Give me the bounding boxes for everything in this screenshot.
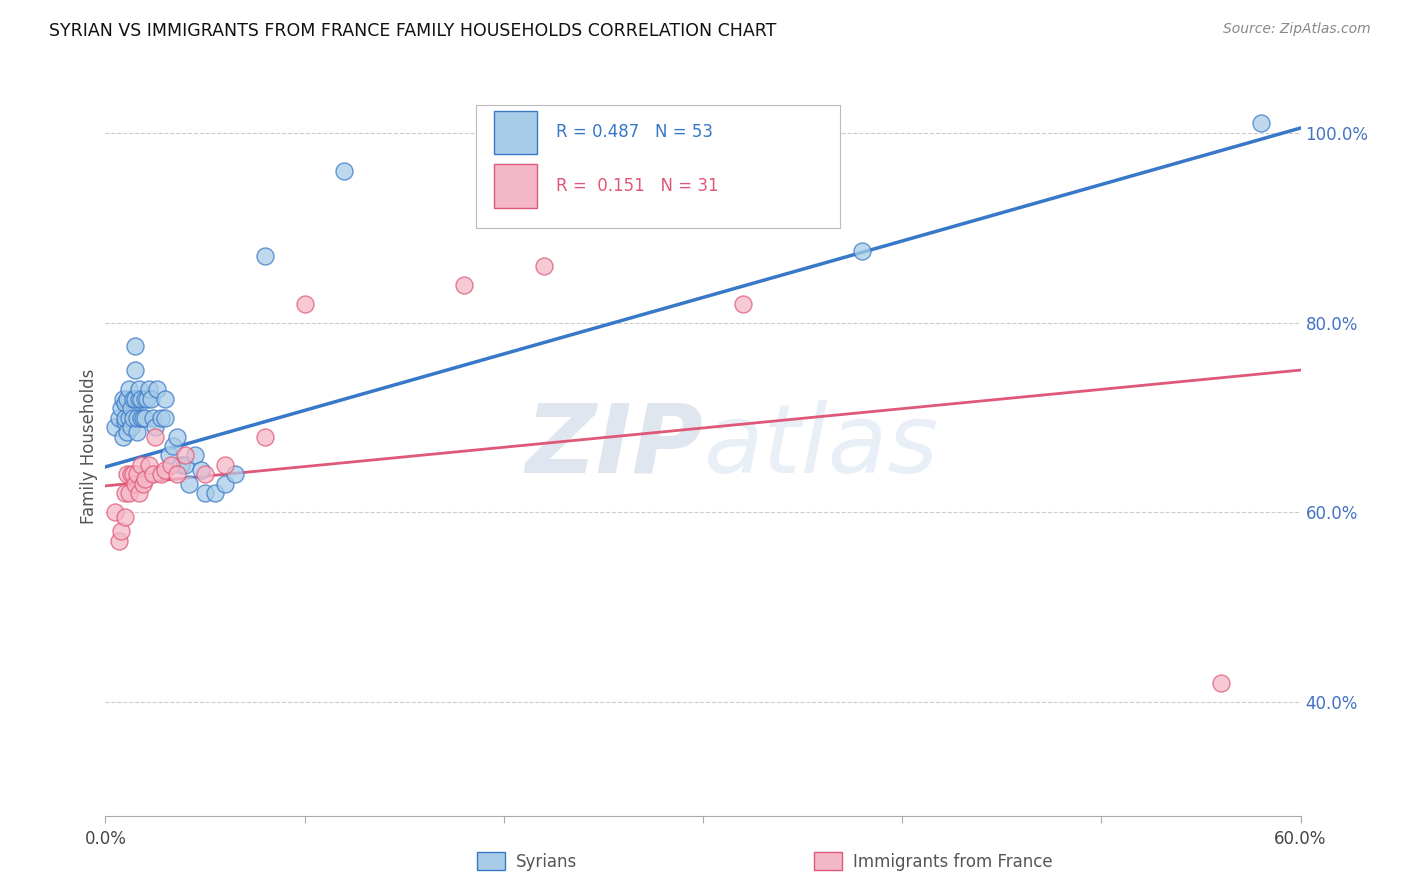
Point [224, 467, 246, 482]
Text: Source: ZipAtlas.com: Source: ZipAtlas.com [1223, 22, 1371, 37]
Point [138, 458, 160, 472]
Point [122, 392, 145, 406]
FancyBboxPatch shape [494, 164, 537, 208]
Point [117, 425, 139, 439]
Point [1250, 116, 1272, 130]
Point [136, 392, 159, 406]
Text: Syrians: Syrians [516, 853, 578, 871]
Point [731, 296, 754, 310]
Point [533, 259, 555, 273]
Point [194, 467, 217, 482]
Point [127, 410, 149, 425]
Point [114, 510, 136, 524]
Point [118, 382, 141, 396]
Point [160, 458, 183, 472]
Point [294, 296, 316, 310]
Point [142, 410, 165, 425]
Point [112, 392, 135, 406]
Point [104, 420, 127, 434]
Text: atlas: atlas [703, 400, 938, 492]
Point [194, 486, 217, 500]
Point [214, 477, 236, 491]
Text: ZIP: ZIP [524, 400, 703, 492]
Point [124, 392, 146, 406]
Point [132, 410, 155, 425]
Point [120, 420, 142, 434]
Text: R =  0.151   N = 31: R = 0.151 N = 31 [555, 178, 718, 195]
Point [124, 477, 146, 491]
Point [134, 410, 156, 425]
Point [851, 244, 873, 259]
Point [132, 477, 155, 491]
Point [333, 163, 356, 178]
Point [104, 505, 127, 519]
Point [124, 363, 146, 377]
Point [253, 429, 276, 443]
Point [110, 401, 132, 415]
Point [108, 533, 131, 548]
Point [143, 429, 166, 443]
Point [114, 396, 136, 410]
Point [153, 392, 177, 406]
Point [253, 249, 276, 263]
Point [150, 467, 173, 482]
Y-axis label: Family Households: Family Households [80, 368, 98, 524]
Point [134, 392, 156, 406]
Point [112, 429, 135, 443]
Point [190, 463, 212, 477]
Point [129, 410, 153, 425]
Point [128, 486, 150, 500]
Point [120, 401, 142, 415]
Point [110, 524, 132, 539]
Point [122, 410, 145, 425]
Point [114, 415, 136, 429]
Point [118, 486, 141, 500]
Point [114, 486, 136, 500]
Point [127, 467, 149, 482]
Point [134, 472, 156, 486]
Point [174, 449, 197, 463]
Point [174, 458, 197, 472]
Point [153, 463, 177, 477]
Point [114, 410, 136, 425]
Point [166, 429, 188, 443]
Point [153, 410, 177, 425]
Point [128, 382, 150, 396]
Point [184, 449, 207, 463]
Point [108, 410, 131, 425]
FancyBboxPatch shape [475, 105, 841, 227]
Point [1209, 676, 1232, 690]
Point [146, 382, 169, 396]
Text: SYRIAN VS IMMIGRANTS FROM FRANCE FAMILY HOUSEHOLDS CORRELATION CHART: SYRIAN VS IMMIGRANTS FROM FRANCE FAMILY … [49, 22, 776, 40]
Point [162, 439, 184, 453]
Point [141, 392, 163, 406]
Text: Immigrants from France: Immigrants from France [853, 853, 1053, 871]
Point [157, 449, 180, 463]
Point [138, 382, 160, 396]
Point [124, 339, 146, 353]
FancyBboxPatch shape [494, 111, 537, 154]
Point [142, 467, 165, 482]
Point [129, 458, 153, 472]
Point [214, 458, 236, 472]
Point [127, 425, 149, 439]
Point [453, 277, 475, 292]
Point [117, 392, 139, 406]
Point [177, 477, 201, 491]
Point [117, 467, 139, 482]
Point [204, 486, 226, 500]
Point [150, 410, 173, 425]
Point [143, 420, 166, 434]
Point [170, 458, 193, 472]
Point [118, 410, 141, 425]
Point [122, 467, 145, 482]
Point [120, 467, 142, 482]
Point [166, 467, 188, 482]
Point [129, 392, 153, 406]
Text: R = 0.487   N = 53: R = 0.487 N = 53 [555, 123, 713, 142]
Point [128, 392, 150, 406]
